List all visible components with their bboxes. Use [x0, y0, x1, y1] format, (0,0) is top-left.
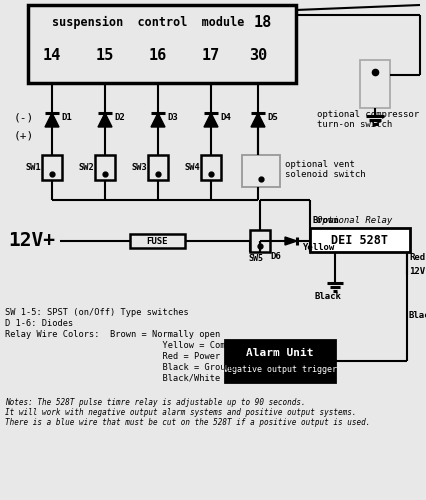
Text: 15: 15	[96, 48, 114, 62]
Text: SW3: SW3	[131, 163, 147, 172]
Text: 18: 18	[253, 14, 271, 30]
Polygon shape	[45, 113, 59, 127]
Polygon shape	[250, 113, 265, 127]
Text: SW1: SW1	[25, 163, 41, 172]
Text: (-): (-)	[14, 113, 34, 123]
Text: SW5: SW5	[248, 254, 263, 263]
Text: There is a blue wire that must be cut on the 528T if a positive output is used.: There is a blue wire that must be cut on…	[5, 418, 369, 427]
Bar	[130, 234, 184, 248]
Text: FUSE: FUSE	[146, 236, 167, 246]
Text: 12V: 12V	[408, 268, 424, 276]
Text: Optional Relay: Optional Relay	[317, 216, 391, 225]
Bar	[95, 155, 115, 180]
Text: (+): (+)	[14, 130, 34, 140]
Text: Black = Ground: Black = Ground	[5, 363, 236, 372]
Text: 14: 14	[43, 48, 61, 62]
Text: SW2: SW2	[78, 163, 94, 172]
Text: Red = Power (12v): Red = Power (12v)	[5, 352, 251, 361]
Text: DEI 528T: DEI 528T	[331, 234, 388, 246]
Text: D6: D6	[270, 252, 280, 261]
Text: D5: D5	[266, 114, 277, 122]
Bar	[359, 60, 389, 108]
Bar	[309, 228, 409, 252]
Text: D1: D1	[61, 114, 72, 122]
Bar	[242, 155, 279, 187]
Bar	[28, 5, 295, 83]
Text: Black/White: Black/White	[408, 310, 426, 320]
Polygon shape	[151, 113, 164, 127]
Text: D3: D3	[167, 114, 177, 122]
Text: D4: D4	[219, 114, 230, 122]
Text: Notes: The 528T pulse timre relay is adjustable up to 90 seconds.: Notes: The 528T pulse timre relay is adj…	[5, 398, 305, 407]
Text: 12V+: 12V+	[8, 232, 55, 250]
Text: Negative output trigger: Negative output trigger	[222, 366, 337, 374]
Text: D2: D2	[114, 114, 124, 122]
Text: D 1-6: Diodes: D 1-6: Diodes	[5, 319, 73, 328]
Bar	[148, 155, 167, 180]
Text: Brown: Brown	[312, 216, 339, 225]
Text: 16: 16	[149, 48, 167, 62]
Text: Black/White Stripe = Trigger: Black/White Stripe = Trigger	[5, 374, 309, 383]
Text: Yellow = Common: Yellow = Common	[5, 341, 241, 350]
Text: Relay Wire Colors:  Brown = Normally open: Relay Wire Colors: Brown = Normally open	[5, 330, 220, 339]
Polygon shape	[98, 113, 112, 127]
Text: It will work with negative output alarm systems and positive output systems.: It will work with negative output alarm …	[5, 408, 356, 417]
Text: Alarm Unit: Alarm Unit	[246, 348, 313, 358]
Polygon shape	[284, 237, 296, 245]
Bar	[249, 230, 269, 252]
Text: Red: Red	[408, 254, 424, 262]
Bar	[225, 340, 334, 382]
Text: suspension  control  module: suspension control module	[52, 16, 244, 28]
Bar	[201, 155, 221, 180]
Text: 30: 30	[248, 48, 267, 62]
Text: optional vent
solenoid switch: optional vent solenoid switch	[284, 160, 365, 180]
Text: Yellow: Yellow	[301, 244, 334, 252]
Polygon shape	[204, 113, 218, 127]
Bar	[42, 155, 62, 180]
Text: 17: 17	[201, 48, 220, 62]
Text: SW4: SW4	[184, 163, 199, 172]
Text: SW 1-5: SPST (on/Off) Type switches: SW 1-5: SPST (on/Off) Type switches	[5, 308, 188, 317]
Text: optional compressor
turn-on switch: optional compressor turn-on switch	[316, 110, 418, 130]
Text: Black: Black	[314, 292, 341, 301]
